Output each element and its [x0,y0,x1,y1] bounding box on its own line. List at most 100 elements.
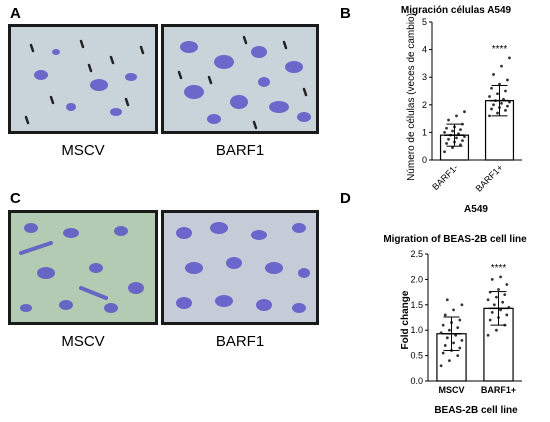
data-point [492,73,495,76]
data-point [504,108,507,112]
panel-letter-a: A [10,5,21,22]
data-point [448,328,451,332]
y-tick-label: 2.0 [410,274,423,284]
data-point [439,364,443,368]
data-point [499,275,502,279]
x-tick-label: BARF1+ [481,385,516,395]
micrograph-c-mscv [8,210,158,325]
significance-label: **** [491,263,507,274]
data-point [443,150,446,154]
data-point [500,64,503,68]
data-point [498,82,501,86]
y-tick-label: 1.0 [410,325,423,335]
chart-d-xlabel: BEAS-2B cell line [434,405,518,416]
caption-a-mscv: MSCV [61,142,105,159]
y-tick-label: 3 [422,72,427,82]
data-point [490,278,494,281]
micrograph-c-mscv-image [11,213,155,322]
data-point [455,136,458,140]
y-tick-label: 2.5 [410,249,423,259]
data-point [506,104,509,108]
data-point [441,323,445,327]
data-point [486,298,490,302]
caption-c-mscv: MSCV [61,333,105,350]
data-point [499,308,502,312]
micrograph-a-barf1-image [164,27,316,131]
chart-b-title: Migración células A549 [401,5,512,16]
micrograph-c-barf1 [161,210,319,325]
data-point [451,146,454,149]
panel-letter-b: B [340,5,351,22]
data-point [458,346,462,350]
y-tick-label: 1.5 [410,300,423,310]
significance-label: **** [492,44,508,55]
panel-letter-c: C [10,190,21,207]
micrograph-a-mscv [8,24,158,134]
data-point [448,359,451,363]
data-point [497,288,500,291]
chart-d-title: Migration of BEAS-2B cell line [383,234,527,245]
y-tick-label: 1 [422,127,427,137]
caption-c-barf1: BARF1 [215,333,265,350]
data-point [455,114,458,118]
data-point [496,111,499,115]
data-point [458,318,462,322]
data-point [486,333,490,337]
data-point [488,114,491,118]
chart-b-ylabel: Número de células (veces de cambio) [406,13,417,181]
data-point [445,298,449,302]
data-point [452,341,455,345]
data-point [488,318,492,322]
data-point [443,131,446,134]
micrograph-a-barf1 [161,24,319,134]
data-point [506,78,509,82]
data-point [452,308,455,312]
panel-letter-d: D [340,190,351,207]
data-point [501,300,505,304]
data-point [504,89,507,93]
data-point [500,102,503,105]
x-tick-label: MSCV [438,385,464,395]
data-point [459,128,462,132]
data-point [488,95,491,98]
data-point [495,328,498,332]
data-point [441,351,445,355]
data-point [447,118,450,122]
micrograph-a-mscv-image [11,27,155,131]
data-point [495,295,498,299]
micrograph-c-barf1-image [164,213,316,322]
y-tick-label: 4 [422,45,427,55]
data-point [490,86,493,90]
data-point [508,56,511,60]
data-point [459,143,462,147]
data-point [460,303,464,307]
data-point [492,103,495,107]
data-point [445,126,448,130]
data-point [456,326,460,330]
data-point [490,107,493,111]
data-point [461,139,464,143]
data-point [505,313,509,317]
data-point [443,313,447,317]
y-tick-label: 5 [422,17,427,27]
data-point [454,333,458,337]
data-point [505,283,509,286]
data-point [447,137,450,141]
data-point [460,338,464,342]
caption-a-barf1: BARF1 [215,142,265,159]
data-point [445,336,449,340]
data-point [456,354,460,357]
y-tick-label: 0.0 [410,376,423,386]
data-point [503,293,507,297]
data-point [496,92,499,96]
y-tick-label: 2 [422,100,427,110]
y-tick-label: 0 [422,155,427,165]
data-point [443,344,447,347]
chart-b-xlabel: A549 [464,204,488,215]
data-point [490,311,494,314]
y-tick-label: 0.5 [410,351,423,361]
data-point [445,142,448,145]
chart-d-ylabel: Fold change [400,290,411,349]
